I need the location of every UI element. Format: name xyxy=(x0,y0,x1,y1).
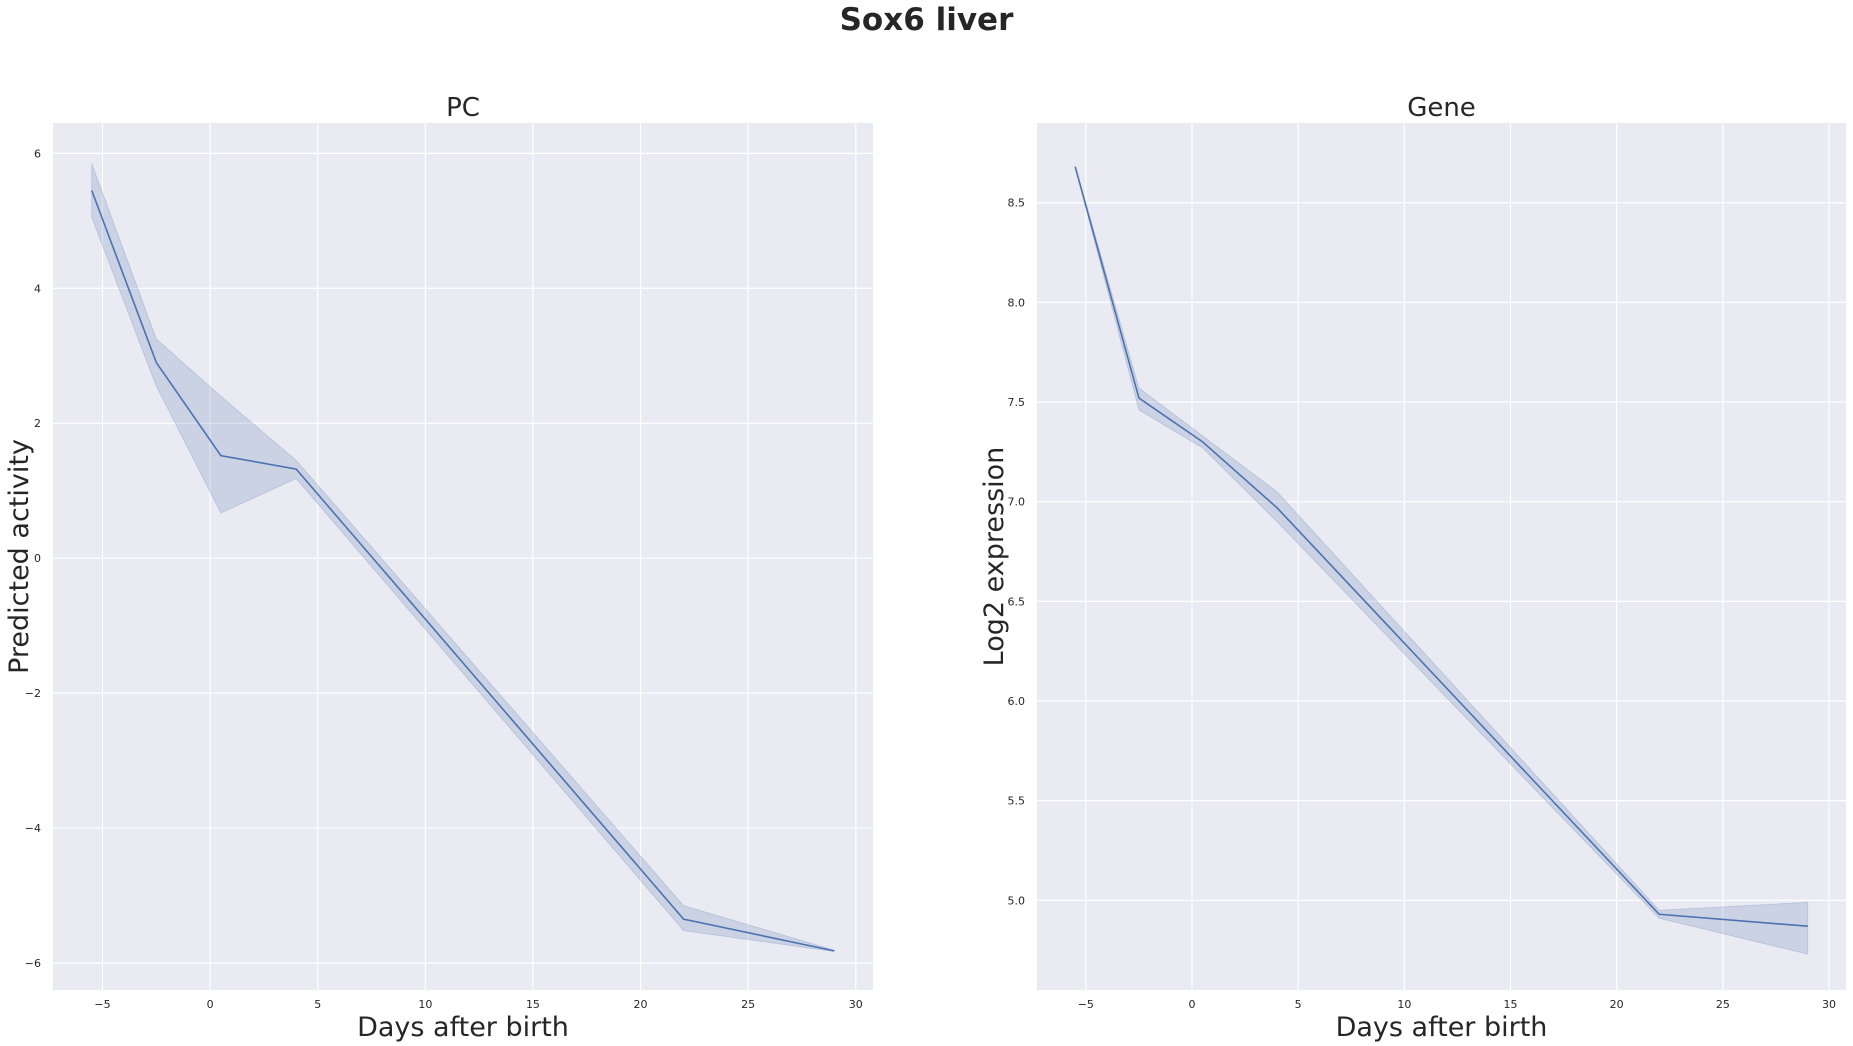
y-tick-label: 7.5 xyxy=(1008,396,1026,409)
y-axis-label: Log2 expression xyxy=(979,447,1010,667)
y-tick-label: 6.5 xyxy=(1008,595,1026,608)
x-tick-label: 30 xyxy=(1822,998,1836,1011)
x-tick-label: 0 xyxy=(207,998,214,1011)
x-axis-label: Days after birth xyxy=(357,1012,569,1043)
figure-title: Sox6 liver xyxy=(839,2,1014,38)
panel-title: Gene xyxy=(1407,93,1476,123)
x-tick-label: 20 xyxy=(634,998,648,1011)
x-tick-label: −5 xyxy=(94,998,110,1011)
y-tick-label: 5.5 xyxy=(1008,795,1026,808)
plot-area xyxy=(1037,123,1846,990)
x-tick-label: 20 xyxy=(1610,998,1624,1011)
y-tick-label: 0 xyxy=(34,552,41,565)
x-tick-label: 25 xyxy=(741,998,755,1011)
x-tick-label: 5 xyxy=(314,998,321,1011)
series-line xyxy=(1074,166,1808,928)
x-tick-label: −5 xyxy=(1078,998,1094,1011)
y-tick-label: 8.0 xyxy=(1008,296,1026,309)
y-tick-label: −4 xyxy=(25,822,41,835)
y-tick-label: −6 xyxy=(25,957,41,970)
x-tick-label: 10 xyxy=(1397,998,1411,1011)
y-tick-label: 6 xyxy=(34,147,41,160)
y-tick-label: 6.0 xyxy=(1008,695,1026,708)
series-line xyxy=(90,190,835,952)
y-tick-label: −2 xyxy=(25,687,41,700)
x-tick-label: 15 xyxy=(1504,998,1518,1011)
x-tick-label: 10 xyxy=(418,998,432,1011)
y-tick-label: 2 xyxy=(34,417,41,430)
x-tick-label: 15 xyxy=(526,998,540,1011)
x-tick-label: 5 xyxy=(1295,998,1302,1011)
confidence-band xyxy=(1074,165,1809,955)
panel-title: PC xyxy=(446,93,480,123)
y-tick-label: 7.0 xyxy=(1008,496,1026,509)
x-tick-label: 0 xyxy=(1189,998,1196,1011)
y-tick-label: 5.0 xyxy=(1008,894,1026,907)
x-axis-label: Days after birth xyxy=(1336,1012,1548,1043)
y-axis-label: Predicted activity xyxy=(4,439,35,674)
x-tick-label: 25 xyxy=(1716,998,1730,1011)
plot-area xyxy=(53,123,873,990)
x-tick-label: 30 xyxy=(849,998,863,1011)
y-tick-label: 4 xyxy=(34,282,41,295)
pc-panel: −5 0 5 10 15 20 25 30 −6 −4 −2 0 2 4 6 PC Days after bir… xyxy=(4,93,873,1043)
confidence-band xyxy=(91,163,835,953)
y-tick-label: 8.5 xyxy=(1008,197,1026,210)
gene-panel: −5 0 5 10 15 20 25 30 5.0 5.5 6.0 6.5 7.0 7.5 8.0 8.5 Ge… xyxy=(979,93,1846,1043)
